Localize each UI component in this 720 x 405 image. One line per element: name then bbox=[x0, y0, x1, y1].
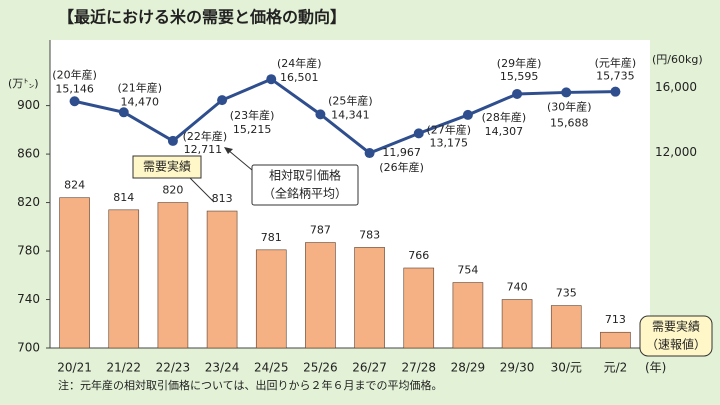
bar bbox=[59, 197, 90, 349]
price-value-label: 15,688 bbox=[550, 116, 589, 129]
y-tick-label: 820 bbox=[17, 195, 40, 209]
bar-value-label: 766 bbox=[408, 249, 429, 262]
point-label: (20年産) bbox=[52, 67, 97, 81]
point-label: (30年産) bbox=[547, 99, 592, 113]
bar bbox=[600, 331, 631, 349]
annotation-arrow bbox=[227, 149, 253, 171]
bar-value-label: 820 bbox=[162, 184, 183, 197]
price-value-label: 11,967 bbox=[382, 146, 421, 159]
point-label: (26年産) bbox=[379, 160, 424, 174]
x-tick-label: 22/23 bbox=[156, 361, 191, 375]
bar bbox=[108, 209, 140, 349]
bar bbox=[501, 299, 533, 349]
y2-tick-label: 12,000 bbox=[655, 145, 697, 159]
bar-value-label: 813 bbox=[212, 192, 233, 205]
price-value-label: 14,470 bbox=[121, 95, 160, 108]
bar-value-label: 740 bbox=[507, 281, 528, 294]
price-line bbox=[74, 77, 616, 155]
x-tick-label: 25/26 bbox=[303, 361, 338, 375]
annotation-box bbox=[132, 155, 202, 179]
bar-value-label: 713 bbox=[605, 313, 626, 326]
point-label: (29年産) bbox=[497, 56, 542, 70]
annotation: （全銘柄平均） bbox=[263, 186, 347, 201]
annotation-box bbox=[251, 164, 359, 206]
price-value-label: 16,501 bbox=[280, 71, 319, 84]
price-value-label: 15,595 bbox=[500, 70, 539, 83]
price-point bbox=[364, 148, 375, 159]
bar bbox=[403, 267, 435, 349]
point-label: (25年産) bbox=[328, 93, 373, 107]
price-value-label: 15,146 bbox=[55, 82, 94, 95]
y-tick-label: 780 bbox=[17, 244, 40, 258]
point-label: (24年産) bbox=[277, 56, 322, 70]
annotation-arrow bbox=[189, 177, 215, 203]
price-point bbox=[118, 107, 129, 118]
bar bbox=[354, 247, 385, 349]
y-tick-label: 860 bbox=[17, 147, 40, 161]
price-value-label: 14,341 bbox=[331, 108, 370, 121]
bar bbox=[305, 242, 336, 349]
x-unit: (年) bbox=[645, 361, 666, 375]
price-point bbox=[167, 135, 178, 146]
x-tick-label: 元/2 bbox=[604, 361, 628, 375]
point-label: (21年産) bbox=[117, 80, 162, 94]
bar-value-label: 814 bbox=[113, 191, 134, 204]
price-value-label: 15,735 bbox=[596, 70, 635, 83]
note: 注：元年産の相対取引価格については、出回りから２年６月までの平均価格。 bbox=[58, 378, 442, 392]
chart-title: 【最近における米の需要と価格の動向】 bbox=[58, 8, 346, 27]
price-value-label: 12,711 bbox=[184, 143, 223, 156]
price-point bbox=[610, 86, 621, 97]
price-point bbox=[266, 74, 277, 85]
x-tick-label: 29/30 bbox=[500, 361, 535, 375]
bar-value-label: 754 bbox=[457, 264, 478, 277]
price-value-label: 15,215 bbox=[233, 123, 272, 136]
price-point bbox=[561, 87, 572, 98]
price-point bbox=[315, 109, 326, 120]
x-tick-label: 26/27 bbox=[352, 361, 387, 375]
x-tick-label: 27/28 bbox=[401, 361, 436, 375]
bar bbox=[255, 249, 287, 349]
x-tick-label: 30/元 bbox=[551, 361, 582, 375]
bar bbox=[206, 210, 238, 349]
bar bbox=[452, 282, 484, 349]
bar bbox=[157, 202, 189, 349]
annotation: （速報値） bbox=[646, 337, 706, 352]
point-label: (元年産) bbox=[595, 56, 637, 70]
x-tick-label: 20/21 bbox=[57, 361, 92, 375]
price-point bbox=[217, 95, 228, 106]
annotation: 需要実績 bbox=[652, 319, 700, 334]
bar bbox=[550, 305, 582, 349]
bar-value-label: 783 bbox=[359, 228, 380, 241]
annotation: 相対取引価格 bbox=[269, 168, 341, 183]
bar-value-label: 735 bbox=[556, 287, 577, 300]
point-label: (27年産) bbox=[426, 122, 471, 136]
y2-axis-label: (円/60kg) bbox=[652, 53, 703, 66]
point-label: (23年産) bbox=[230, 108, 275, 122]
annotation-box bbox=[639, 315, 713, 357]
price-point bbox=[462, 109, 473, 120]
price-point bbox=[413, 128, 424, 139]
point-label: (28年産) bbox=[482, 110, 527, 124]
y-tick-label: 740 bbox=[17, 292, 40, 306]
arrow-head bbox=[224, 147, 233, 154]
x-tick-label: 24/25 bbox=[254, 361, 289, 375]
y2-tick-label: 16,000 bbox=[655, 80, 697, 94]
price-value-label: 14,307 bbox=[485, 125, 524, 138]
bar-value-label: 781 bbox=[261, 231, 282, 244]
price-point bbox=[512, 88, 523, 99]
annotation: 需要実績 bbox=[143, 159, 191, 174]
x-tick-label: 21/22 bbox=[106, 361, 141, 375]
y-tick-label: 900 bbox=[17, 98, 40, 112]
point-label: (22年産) bbox=[183, 129, 228, 143]
price-value-label: 13,175 bbox=[430, 136, 469, 149]
y-tick-label: 700 bbox=[17, 341, 40, 355]
x-tick-label: 28/29 bbox=[451, 361, 486, 375]
bar-value-label: 824 bbox=[64, 179, 85, 192]
bar-value-label: 787 bbox=[310, 224, 331, 237]
x-tick-label: 23/24 bbox=[205, 361, 240, 375]
y-axis-label: (万㌧) bbox=[8, 77, 39, 90]
price-point bbox=[69, 96, 80, 107]
